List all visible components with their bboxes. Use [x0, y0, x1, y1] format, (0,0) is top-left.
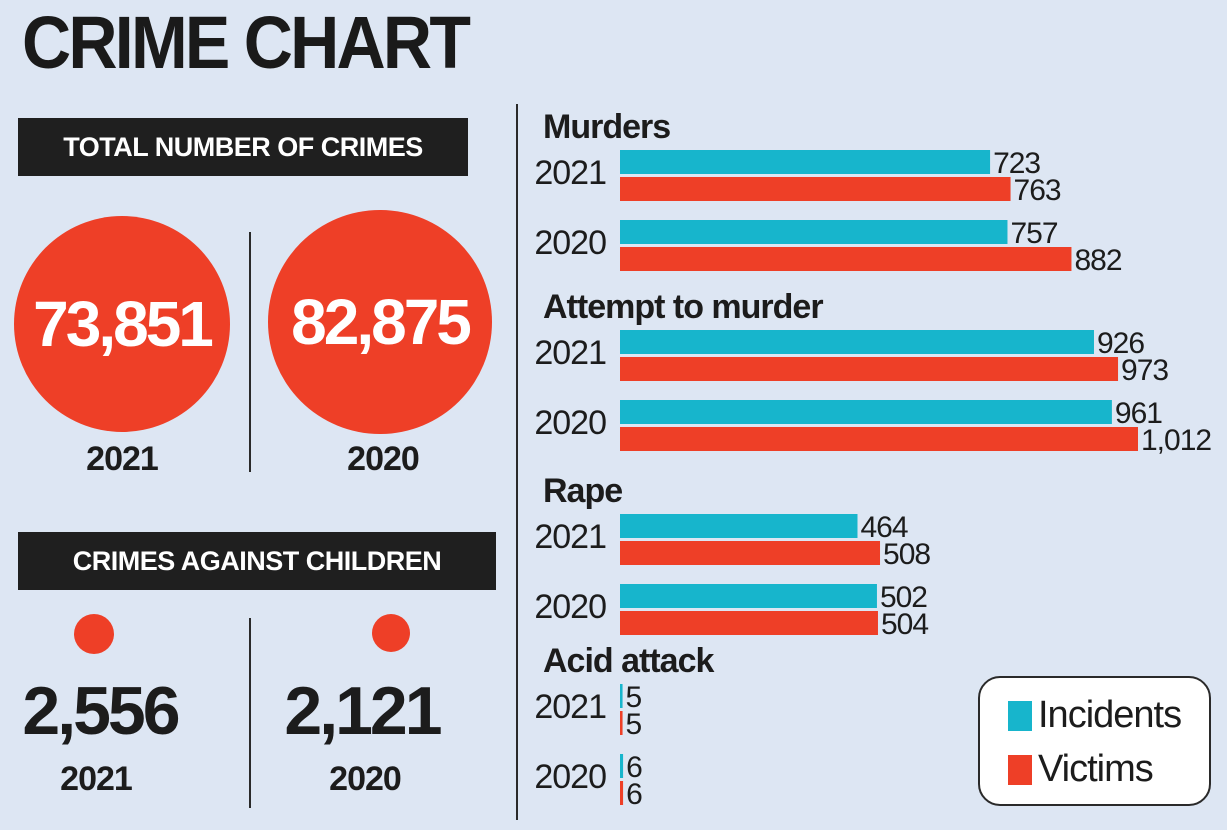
label-incidents-2-1: 502 — [880, 581, 927, 614]
children-2021-year: 2021 — [60, 760, 133, 798]
total-2020-year: 2020 — [347, 440, 420, 478]
row-year-2-1: 2020 — [534, 588, 606, 626]
bar-victims-3-0 — [620, 711, 623, 735]
bar-victims-0-0 — [620, 177, 1011, 201]
total-2021-value: 73,851 — [33, 288, 214, 360]
legend-label-victims: Victims — [1038, 748, 1154, 790]
children-2020-year: 2020 — [329, 760, 402, 798]
total-2020-circle: 82,875 — [268, 210, 492, 434]
row-year-0-1: 2020 — [534, 224, 606, 262]
bar-victims-1-1 — [620, 427, 1138, 451]
children-2020-value: 2,121 — [284, 673, 442, 749]
label-victims-0-0: 763 — [1014, 174, 1061, 207]
group-label-0: Murders — [543, 108, 670, 146]
label-incidents-3-1: 6 — [626, 751, 642, 784]
bar-victims-2-1 — [620, 611, 878, 635]
label-incidents-1-1: 961 — [1115, 397, 1162, 430]
children-2020-dot — [372, 614, 410, 652]
total-2021-circle: 73,851 — [14, 216, 230, 432]
bar-incidents-3-0 — [620, 684, 623, 708]
legend-swatch-incidents — [1008, 700, 1032, 731]
page-title: CRIME CHART — [22, 1, 471, 84]
children-divider — [249, 618, 251, 808]
group-label-1: Attempt to murder — [543, 288, 823, 326]
children-crimes-heading: CRIMES AGAINST CHILDREN — [18, 532, 496, 590]
chart-legend: Incidents Victims — [978, 676, 1211, 806]
row-year-3-1: 2020 — [534, 758, 606, 796]
total-2021-year: 2021 — [86, 440, 159, 478]
legend-item-incidents: Incidents — [1008, 694, 1182, 737]
legend-swatch-victims — [1008, 754, 1032, 785]
row-year-1-1: 2020 — [534, 404, 606, 442]
legend-label-incidents: Incidents — [1038, 694, 1182, 736]
bar-incidents-0-0 — [620, 150, 991, 174]
group-label-2: Rape — [543, 472, 622, 510]
label-victims-3-0: 5 — [626, 708, 642, 741]
label-victims-1-0: 973 — [1121, 354, 1168, 387]
bar-victims-1-0 — [620, 357, 1119, 381]
children-2021-value: 2,556 — [22, 673, 180, 749]
bar-victims-3-1 — [620, 781, 624, 805]
group-label-3: Acid attack — [543, 642, 714, 680]
total-crimes-heading: TOTAL NUMBER OF CRIMES — [18, 118, 468, 176]
label-victims-2-0: 508 — [883, 538, 930, 571]
bar-victims-0-1 — [620, 247, 1072, 271]
row-year-0-0: 2021 — [534, 154, 606, 192]
label-incidents-0-0: 723 — [993, 147, 1040, 180]
label-incidents-2-0: 464 — [861, 511, 908, 544]
label-incidents-3-0: 5 — [626, 681, 642, 714]
label-incidents-1-0: 926 — [1097, 327, 1144, 360]
row-year-2-0: 2021 — [534, 518, 606, 556]
bar-incidents-0-1 — [620, 220, 1008, 244]
bar-incidents-2-1 — [620, 584, 877, 608]
label-victims-3-1: 6 — [626, 778, 642, 811]
row-year-1-0: 2021 — [534, 334, 606, 372]
label-victims-1-1: 1,012 — [1141, 424, 1211, 457]
main-divider — [516, 104, 518, 820]
bar-incidents-1-0 — [620, 330, 1094, 354]
bar-incidents-1-1 — [620, 400, 1112, 424]
label-victims-2-1: 504 — [881, 608, 928, 641]
total-2020-value: 82,875 — [291, 286, 472, 358]
children-2021-dot — [74, 614, 114, 654]
total-divider — [249, 232, 251, 472]
label-incidents-0-1: 757 — [1010, 217, 1057, 250]
legend-item-victims: Victims — [1008, 748, 1154, 791]
bar-incidents-3-1 — [620, 754, 624, 778]
bar-incidents-2-0 — [620, 514, 858, 538]
bar-victims-2-0 — [620, 541, 881, 565]
row-year-3-0: 2021 — [534, 688, 606, 726]
label-victims-0-1: 882 — [1074, 244, 1121, 277]
